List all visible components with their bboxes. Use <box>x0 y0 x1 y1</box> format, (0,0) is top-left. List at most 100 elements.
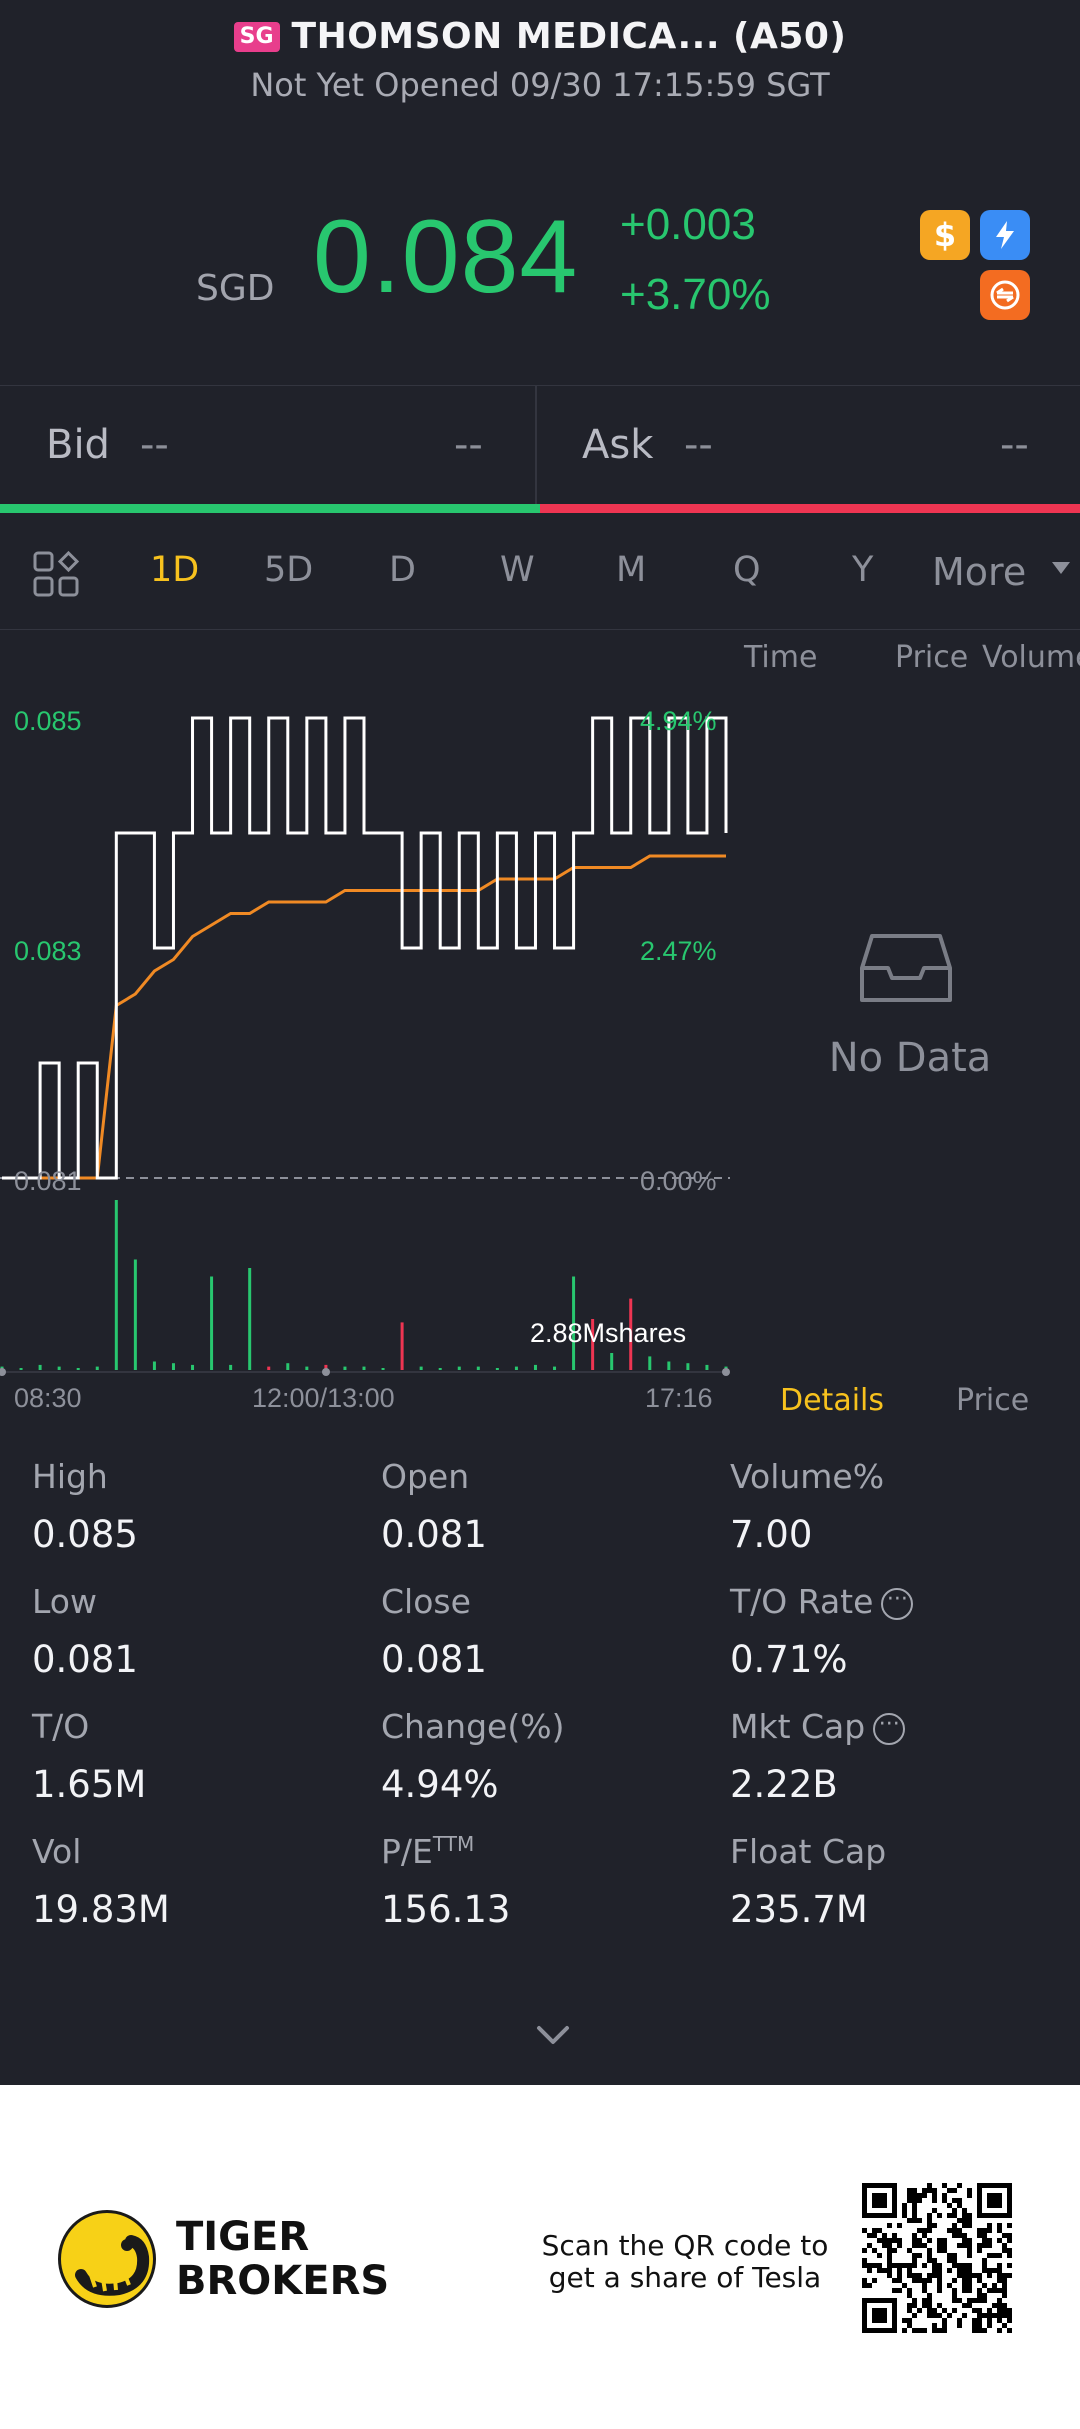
tab-price[interactable]: Price <box>956 1383 1030 1418</box>
qr-module <box>982 2298 987 2303</box>
qr-module <box>907 2273 912 2278</box>
qr-module <box>932 2273 937 2278</box>
qr-module <box>1002 2293 1007 2298</box>
more-info-icon[interactable]: ··· <box>873 1712 906 1745</box>
pct-label-bottom: 0.00% <box>640 1166 717 1196</box>
qr-module <box>932 2193 937 2198</box>
tab-details[interactable]: Details <box>780 1383 885 1418</box>
tab-5d[interactable]: 5D <box>264 550 314 590</box>
more-info-icon[interactable]: ··· <box>881 1587 914 1620</box>
volume-bar <box>114 1200 118 1370</box>
tab-m[interactable]: M <box>616 550 647 590</box>
qr-module <box>987 2288 992 2293</box>
tab-1d[interactable]: 1D <box>150 550 200 590</box>
qr-module <box>1002 2288 1007 2293</box>
qr-module <box>862 2263 867 2268</box>
qr-module <box>1007 2248 1012 2253</box>
qr-module <box>902 2263 907 2268</box>
qr-module <box>927 2298 932 2303</box>
volume-bar <box>171 1363 175 1370</box>
qr-module <box>917 2253 922 2258</box>
volume-bar <box>705 1364 709 1370</box>
qr-module <box>872 2278 877 2283</box>
qr-module <box>1002 2313 1007 2318</box>
stat-pe-label: P/ETTM <box>381 1832 474 1871</box>
mktcap-text: Mkt Cap <box>730 1707 866 1746</box>
qr-module <box>882 2268 887 2273</box>
x-label-open: 08:30 <box>14 1383 82 1413</box>
qr-module <box>917 2278 922 2283</box>
qr-module <box>957 2203 962 2208</box>
qr-module <box>922 2263 927 2268</box>
col-volume: Volume <box>982 640 1080 675</box>
brand-line-1: TIGER <box>176 2214 310 2260</box>
qr-module <box>927 2218 932 2223</box>
tab-w[interactable]: W <box>500 550 535 590</box>
chevron-down-icon[interactable] <box>1052 562 1070 574</box>
qr-module <box>907 2188 912 2193</box>
volume-bar <box>686 1363 690 1370</box>
intraday-chart[interactable] <box>0 630 730 1390</box>
qr-module <box>927 2313 932 2318</box>
qr-module <box>977 2228 982 2233</box>
stat-open-label: Open <box>381 1457 470 1496</box>
qr-module <box>982 2283 987 2288</box>
qr-module <box>912 2198 917 2203</box>
volume-bar <box>248 1268 252 1370</box>
tab-more[interactable]: More <box>932 550 1027 594</box>
qr-module <box>927 2293 932 2298</box>
qr-module <box>987 2223 992 2228</box>
qr-module <box>907 2198 912 2203</box>
stat-floatcap-value: 235.7M <box>730 1888 868 1931</box>
qr-module <box>987 2268 992 2273</box>
qr-module <box>987 2323 992 2328</box>
qr-module <box>927 2213 932 2218</box>
qr-module <box>907 2248 912 2253</box>
expand-chevron-icon[interactable] <box>535 2020 571 2050</box>
stock-title: THOMSON MEDICA... (A50) <box>291 16 847 57</box>
qr-module <box>902 2283 907 2288</box>
qr-module <box>987 2243 992 2248</box>
qr-module <box>982 2258 987 2263</box>
qr-module <box>997 2278 1002 2283</box>
tab-q[interactable]: Q <box>733 550 761 590</box>
flash-icon[interactable] <box>980 210 1030 260</box>
title-row[interactable]: SG THOMSON MEDICA... (A50) <box>0 16 1080 57</box>
qr-module <box>957 2233 962 2238</box>
qr-module <box>892 2263 897 2268</box>
qr-module <box>957 2218 962 2223</box>
qr-module <box>937 2273 942 2278</box>
stat-torate-value: 0.71% <box>730 1638 848 1681</box>
tab-y[interactable]: Y <box>852 550 874 590</box>
qr-module <box>982 2293 987 2298</box>
qr-module <box>907 2263 912 2268</box>
qr-module <box>997 2253 1002 2258</box>
qr-module <box>912 2218 917 2223</box>
col-time: Time <box>744 640 818 675</box>
price-change-percent: +3.70% <box>620 270 771 319</box>
tab-d[interactable]: D <box>389 550 416 590</box>
qr-module <box>932 2188 937 2193</box>
price-change: +0.003 <box>620 200 756 249</box>
qr-module <box>917 2193 922 2198</box>
qr-module <box>982 2313 987 2318</box>
qr-module <box>947 2253 952 2258</box>
bid-size: -- <box>454 422 483 468</box>
qr-module <box>967 2248 972 2253</box>
swap-icon[interactable] <box>980 270 1030 320</box>
qr-module <box>912 2303 917 2308</box>
layout-grid-icon[interactable] <box>32 550 80 598</box>
dollar-icon[interactable]: $ <box>920 210 970 260</box>
volume-bar <box>76 1368 80 1370</box>
qr-module <box>932 2198 937 2203</box>
qr-module <box>967 2273 972 2278</box>
qr-module <box>962 2263 967 2268</box>
qr-module <box>917 2198 922 2203</box>
qr-module <box>937 2243 942 2248</box>
qr-module <box>892 2278 897 2283</box>
qr-module <box>1007 2253 1012 2258</box>
qr-module <box>897 2268 902 2273</box>
qr-module <box>932 2328 937 2333</box>
qr-module <box>952 2293 957 2298</box>
qr-module <box>907 2323 912 2328</box>
